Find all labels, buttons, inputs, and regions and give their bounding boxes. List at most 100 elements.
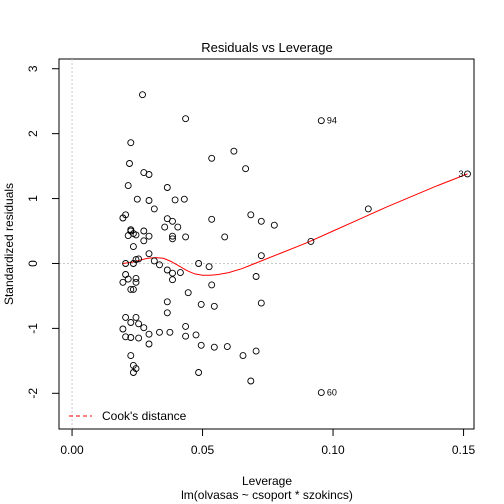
data-point — [180, 195, 188, 203]
data-point — [119, 325, 127, 333]
data-point — [132, 278, 140, 286]
data-point — [182, 115, 190, 123]
data-point — [122, 260, 130, 267]
data-point — [239, 352, 247, 360]
data-point — [307, 237, 315, 245]
data-point — [124, 232, 132, 240]
data-point — [257, 252, 265, 260]
data-point — [145, 330, 153, 338]
point-label: 60 — [327, 388, 337, 398]
data-point — [464, 170, 471, 178]
legend-cooks-label: Cook's distance — [102, 409, 187, 423]
data-point — [205, 263, 213, 271]
data-point — [182, 332, 190, 340]
data-point — [174, 223, 182, 231]
point-label: 94 — [327, 116, 337, 126]
data-point — [156, 328, 163, 336]
data-point — [364, 205, 372, 213]
data-point — [182, 233, 190, 241]
data-point — [132, 231, 140, 239]
data-point — [270, 221, 278, 229]
data-point — [127, 352, 135, 360]
point-labels: 94 3 60 — [327, 116, 464, 398]
plot-area: 94 3 60 — [58, 58, 475, 430]
data-point — [126, 160, 133, 167]
data-point — [169, 235, 176, 243]
data-point — [140, 227, 148, 235]
data-point — [140, 237, 148, 245]
data-point — [124, 182, 132, 190]
data-point — [176, 269, 184, 277]
x-tick-label: 0.10 — [321, 443, 345, 457]
y-tick-label: 2 — [26, 130, 40, 137]
data-point — [221, 233, 229, 241]
data-point — [122, 313, 130, 321]
data-point — [129, 285, 137, 293]
data-point — [127, 319, 135, 326]
data-point — [139, 91, 146, 99]
data-point — [169, 217, 176, 225]
data-point — [208, 281, 216, 289]
data-point — [145, 197, 153, 204]
data-point — [171, 196, 179, 204]
y-tick-label: 0 — [26, 260, 40, 267]
data-point — [119, 278, 127, 286]
data-point — [223, 343, 231, 351]
data-point — [208, 215, 216, 223]
y-axis: -2 -1 0 1 2 3 — [26, 65, 60, 399]
x-tick-label: 0.05 — [191, 443, 215, 457]
x-axis-label: Leverage — [242, 474, 292, 488]
x-tick-label: 0.00 — [60, 443, 84, 457]
data-point — [317, 389, 325, 397]
data-points — [119, 91, 471, 397]
data-point — [169, 232, 176, 240]
data-point — [127, 285, 135, 293]
data-point — [122, 333, 130, 341]
data-point — [133, 195, 141, 203]
data-point — [135, 334, 143, 342]
data-point — [317, 117, 325, 125]
data-point — [145, 171, 153, 178]
data-point — [127, 139, 135, 147]
data-point — [184, 289, 192, 297]
chart-subtitle: lm(olvasas ~ csoport * szokincs) — [181, 488, 353, 502]
data-point — [150, 205, 158, 213]
y-tick-label: -2 — [26, 388, 40, 399]
chart-title: Residuals vs Leverage — [201, 40, 333, 55]
data-point — [230, 147, 238, 155]
data-point — [132, 313, 140, 321]
smooth-trend-line — [122, 173, 468, 276]
data-point — [140, 324, 148, 332]
y-tick-label: 3 — [26, 65, 40, 72]
data-point — [247, 377, 255, 385]
data-point — [257, 217, 265, 225]
data-point — [135, 320, 143, 328]
data-point — [242, 165, 250, 173]
data-point — [169, 269, 176, 277]
data-point — [119, 214, 127, 222]
data-point — [145, 250, 153, 258]
legend: Cook's distance — [69, 409, 187, 423]
data-point — [135, 255, 143, 263]
x-axis: 0.00 0.05 0.10 0.15 — [60, 428, 476, 457]
data-point — [129, 260, 137, 267]
data-point — [129, 369, 137, 376]
data-point — [127, 334, 135, 341]
x-tick-label: 0.15 — [452, 443, 476, 457]
data-point — [195, 260, 203, 267]
data-point — [252, 347, 260, 355]
data-point — [208, 154, 216, 162]
y-axis-label: Standardized residuals — [2, 183, 16, 305]
data-point — [166, 328, 174, 336]
data-point — [163, 266, 171, 274]
y-tick-label: 1 — [26, 195, 40, 202]
data-point — [163, 309, 171, 317]
data-point — [163, 298, 171, 306]
data-point — [210, 302, 218, 310]
data-point — [122, 271, 130, 278]
data-point — [210, 343, 218, 351]
data-point — [197, 341, 205, 349]
data-point — [163, 184, 171, 191]
plot-frame — [58, 58, 475, 430]
